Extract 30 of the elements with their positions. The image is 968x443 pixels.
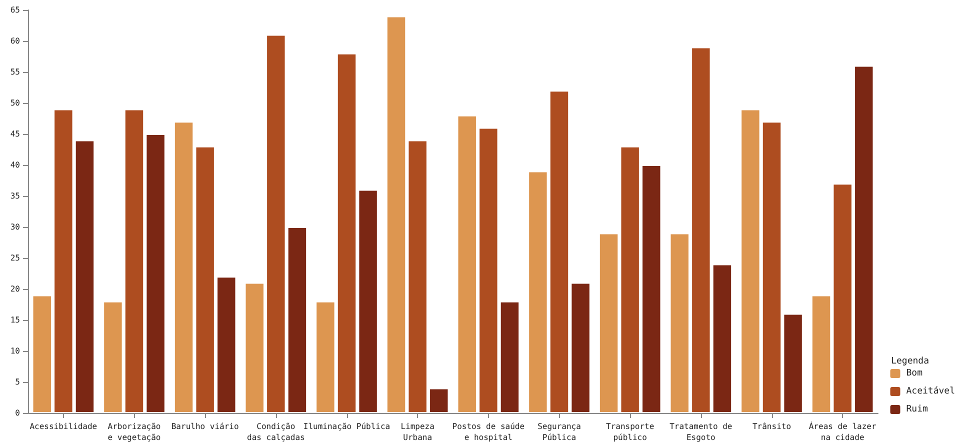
y-tick-label: 15 bbox=[10, 316, 20, 324]
x-tick-label: Limpeza Urbana bbox=[400, 422, 435, 442]
x-tick-label: Postos de saúde e hospital bbox=[452, 422, 525, 442]
x-tick-label: Barulho viário bbox=[171, 422, 239, 431]
y-tick-label: 30 bbox=[10, 222, 20, 232]
y-tick-label: 5 bbox=[15, 378, 20, 386]
y-tick-label: 45 bbox=[10, 130, 20, 138]
x-tick-label: Tratamento de Esgoto bbox=[670, 422, 732, 442]
y-tick-label: 60 bbox=[10, 36, 20, 46]
x-tick-label: Condição das calçadas bbox=[247, 422, 305, 442]
y-tick-label: 50 bbox=[10, 98, 20, 108]
legend-label: Ruim bbox=[906, 404, 928, 414]
y-tick-label: 0 bbox=[15, 408, 20, 418]
x-tick-label: Acessibilidade bbox=[30, 422, 98, 431]
legend-label: Bom bbox=[906, 368, 922, 378]
y-tick-label: 55 bbox=[10, 68, 20, 76]
y-tick-label: 10 bbox=[10, 346, 20, 356]
y-tick-label: 65 bbox=[10, 6, 20, 14]
legend-title: Legenda bbox=[891, 356, 930, 366]
x-tick-label: Segurança Pública bbox=[538, 422, 582, 442]
x-tick-label: Trânsito bbox=[752, 422, 792, 431]
y-tick-label: 40 bbox=[10, 160, 20, 170]
x-tick-label: Iluminação Pública bbox=[303, 422, 390, 431]
legend-label: Aceitável bbox=[906, 386, 956, 396]
x-tick-label: Áreas de lazer na cidade bbox=[808, 421, 876, 442]
y-tick-label: 35 bbox=[10, 192, 20, 200]
y-tick-label: 25 bbox=[10, 254, 20, 262]
x-tick-label: Arborização e vegetação bbox=[108, 422, 161, 442]
x-tick-label: Transporte público bbox=[606, 422, 654, 442]
y-tick-label: 20 bbox=[10, 284, 20, 294]
